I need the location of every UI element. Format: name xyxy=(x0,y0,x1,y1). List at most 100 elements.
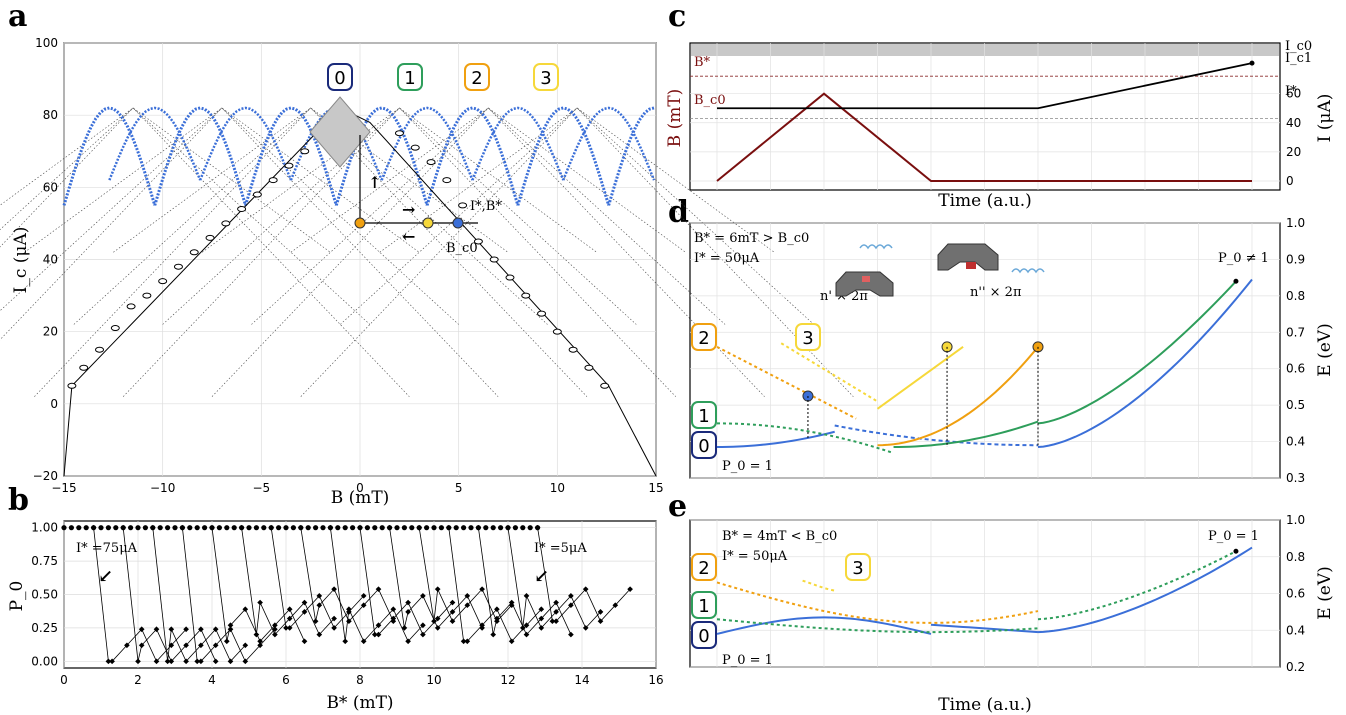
panel-b-right-arrow: ↙ xyxy=(534,566,549,587)
panel-b-trace xyxy=(478,527,572,636)
panel-a-blue-arc xyxy=(516,106,611,206)
panel-a-lattice-line xyxy=(300,107,854,397)
panel-e-xlabel: Time (a.u.) xyxy=(938,695,1032,715)
panel-b-point xyxy=(98,525,104,531)
panel-b-marker xyxy=(105,658,112,665)
panel-a-open-marker xyxy=(173,263,183,270)
panel-b-marker xyxy=(390,606,397,613)
panel-a-ytick: 20 xyxy=(43,325,58,339)
panel-a-state-label: 3 xyxy=(540,68,551,89)
panel-e-green-rise xyxy=(1037,550,1237,621)
panel-b-marker xyxy=(109,658,115,665)
panel-b-marker xyxy=(227,658,234,665)
panel-b-marker xyxy=(342,638,349,645)
panel-d-ytick: 0.7 xyxy=(1286,325,1305,339)
panel-b-marker xyxy=(357,524,363,531)
panel-b-point xyxy=(105,525,111,531)
panel-c-xlabel: Time (a.u.) xyxy=(938,191,1032,211)
panel-a-blue-arc xyxy=(380,106,474,181)
panel-b-marker xyxy=(375,631,382,638)
panel-a-blue-arc xyxy=(199,106,293,181)
panel-b-point xyxy=(372,525,378,531)
panel-a-xtick: 0 xyxy=(356,481,364,495)
panel-d-ytick: 0.3 xyxy=(1286,471,1305,485)
panel-b-marker xyxy=(153,626,160,633)
panel-a-blue-arc xyxy=(425,106,520,206)
panel-a-blue-arc xyxy=(153,106,247,206)
panel-a-blue-arc xyxy=(334,106,429,206)
panel-a-xtick: 5 xyxy=(455,481,463,495)
panel-d-ytick: 1.0 xyxy=(1286,216,1305,230)
panel-a-open-marker xyxy=(473,238,483,245)
panel-b-point xyxy=(394,525,400,531)
panel-b-marker xyxy=(238,524,245,531)
panel-a-blue-arc xyxy=(244,106,338,206)
panel-b-marker xyxy=(183,658,189,665)
panel-e-state-label: 2 xyxy=(698,558,709,579)
panel-b-marker xyxy=(198,658,204,665)
panel-c-gray-band xyxy=(691,44,1279,56)
panel-b-marker xyxy=(416,524,423,531)
panel-b-xtick: 2 xyxy=(134,673,142,687)
panel-b-marker xyxy=(445,524,452,531)
spring-icon-1 xyxy=(859,244,893,250)
panel-d-green-curve xyxy=(893,420,1039,449)
panel-b-marker xyxy=(449,609,456,615)
panel-b-marker xyxy=(227,622,234,629)
panel-b-marker xyxy=(124,642,130,649)
panel-a-open-marker xyxy=(189,249,199,256)
panel-a-blue-arc xyxy=(62,106,157,206)
panel-d-param-1: B* = 6mT > B_c0 xyxy=(694,231,809,246)
panel-e-state-box-3 xyxy=(845,553,871,581)
panel-a-lattice-line xyxy=(24,107,420,253)
panel-a-ytick: −20 xyxy=(33,469,58,483)
panel-e-param-2: I* = 50μA xyxy=(722,549,788,564)
device-icon-2 xyxy=(937,243,999,271)
panel-a-open-marker xyxy=(600,382,610,389)
panel-b-marker xyxy=(301,599,308,606)
panel-c-chart: 0 20 40 60 Time (a.u.) B (mT) I (μA) B* B_c… xyxy=(665,39,1335,211)
panel-a-orange-point xyxy=(354,217,366,229)
panel-d-ylabel: E (eV) xyxy=(1315,323,1335,376)
panel-b-marker xyxy=(120,524,127,531)
panel-c-bstar-label: B* xyxy=(694,55,711,70)
panel-b-point xyxy=(468,525,474,531)
panel-b-point xyxy=(401,525,407,531)
panel-a-open-marker xyxy=(67,382,77,389)
panel-b-marker xyxy=(301,638,308,645)
panel-b-marker xyxy=(434,586,441,592)
panel-a-up-arrow: ↑ xyxy=(368,173,381,192)
panel-b-marker xyxy=(360,602,367,609)
panel-b-marker xyxy=(494,606,500,613)
panel-a-open-marker xyxy=(142,292,152,299)
panel-a-xlabel: B (mT) xyxy=(331,488,390,508)
panel-b-marker xyxy=(420,593,426,599)
panel-b-point xyxy=(253,525,259,531)
panel-b-marker xyxy=(331,625,337,631)
panel-a-open-marker xyxy=(79,364,89,371)
panel-b-point xyxy=(172,525,178,531)
panel-b-marker xyxy=(164,658,171,665)
panel-b-point xyxy=(113,525,119,531)
panel-e-state-box-1 xyxy=(691,591,717,619)
panel-a-blue-arc xyxy=(108,106,202,181)
panel-a-open-marker xyxy=(584,364,594,371)
panel-b-marker xyxy=(538,615,545,622)
panel-b-marker xyxy=(523,622,530,629)
panel-b-marker xyxy=(360,593,367,599)
panel-b-point xyxy=(453,525,459,531)
panel-a-bc0-label: B_c0 xyxy=(446,241,478,256)
panel-c-ylabel-right: I (μA) xyxy=(1315,94,1335,143)
panel-b-marker xyxy=(198,626,204,633)
panel-b-marker xyxy=(168,626,175,633)
panel-b-trace xyxy=(211,527,305,642)
panel-d-ytick: 0.4 xyxy=(1286,435,1305,449)
panel-a-xtick: −10 xyxy=(150,481,175,495)
panel-a-left-arrow: ← xyxy=(402,227,415,246)
panel-b-marker xyxy=(331,586,337,592)
panel-b-marker xyxy=(153,658,160,665)
panel-b-marker xyxy=(568,602,574,609)
panel-b-point xyxy=(128,525,134,531)
panel-b-xlabel: B* (mT) xyxy=(326,693,393,713)
